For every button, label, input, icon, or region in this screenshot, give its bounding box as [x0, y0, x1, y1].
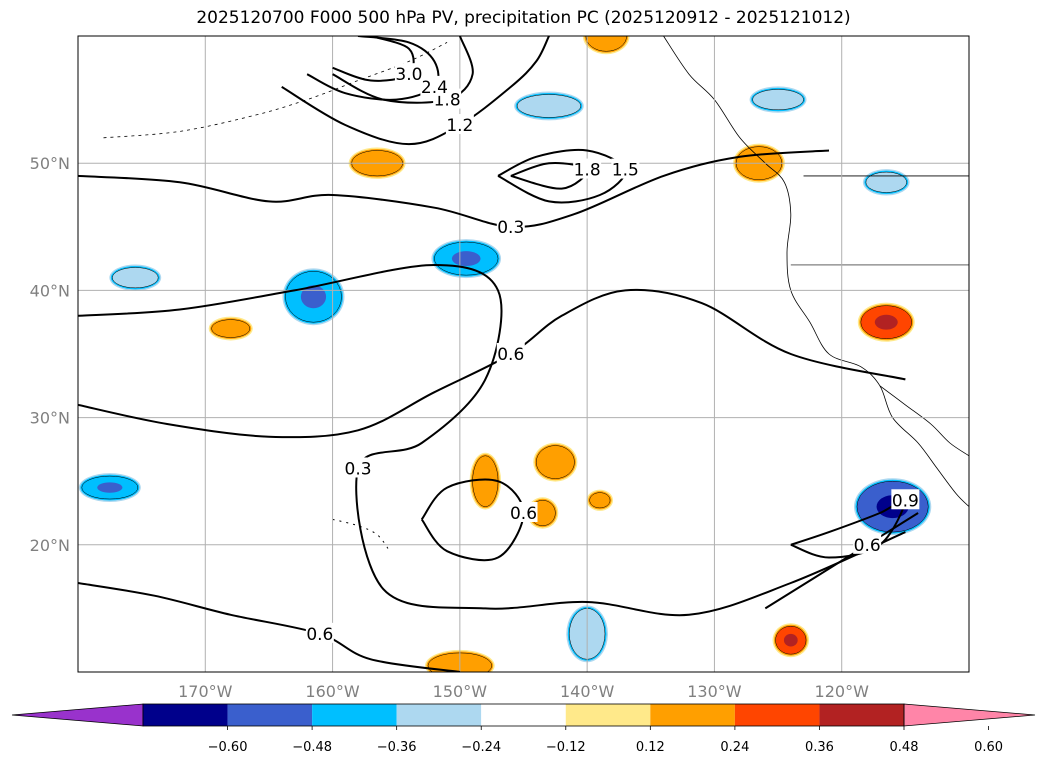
precip-blob: [585, 36, 627, 52]
colorbar-swatch: [396, 704, 482, 726]
colorbar-tick-label: −0.60: [208, 740, 248, 755]
precip-blob: [535, 445, 575, 479]
coastline-layer: [103, 36, 969, 552]
colorbar-swatch: [143, 704, 228, 726]
contour-label: 2.4: [421, 78, 448, 98]
lat-tick-label: 30°N: [30, 409, 70, 428]
precip-blob: [865, 171, 907, 193]
lat-tick-label: 40°N: [30, 281, 70, 300]
contour-label-bg: [853, 533, 882, 554]
contour-label: 0.3: [345, 459, 372, 479]
precip-blob-core: [300, 285, 327, 309]
pv-contour: [764, 512, 919, 610]
contour-label-bg: [611, 158, 640, 179]
lon-tick-label: 160°W: [305, 682, 360, 701]
coastline: [879, 385, 969, 457]
precip-blob: [211, 319, 251, 338]
colorbar-extend-min: [11, 703, 144, 727]
colorbar-swatch: [650, 704, 735, 726]
aleutian-islands: [103, 42, 448, 139]
map-frame: [77, 35, 970, 673]
pv-contour: [78, 263, 906, 617]
colorbar-tick-label: 0.48: [890, 740, 919, 755]
colorbar-extend-max: [903, 703, 1036, 727]
colorbar-swatch: [565, 704, 651, 726]
chart-title: 2025120700 F000 500 hPa PV, precipitatio…: [196, 8, 851, 28]
colorbar-swatch: [227, 704, 313, 726]
colorbar-tick-label: 0.12: [636, 740, 665, 755]
colorbar-frame: [142, 703, 905, 727]
precip-blob-core: [874, 314, 898, 330]
lon-tick-label: 120°W: [815, 682, 870, 701]
lat-tick-label: 50°N: [30, 154, 70, 173]
contour-label-bg: [891, 489, 920, 510]
colorbar-swatch: [481, 704, 566, 726]
lon-tick-label: 150°W: [433, 682, 488, 701]
precip-blob: [589, 492, 611, 509]
colorbar-tick-label: 0.60: [974, 740, 1003, 755]
coastline: [663, 36, 969, 507]
contour-label: 0.6: [854, 536, 881, 556]
contour-label: 0.6: [497, 345, 524, 365]
pv-contour: [78, 149, 830, 228]
contour-label-bg: [445, 114, 474, 135]
longitude-labels: 170°W 160°W 150°W 140°W 130°W 120°W: [178, 682, 869, 701]
contour-label-bg: [573, 158, 602, 179]
contour-label: 1.2: [446, 116, 473, 136]
contour-label-bg: [496, 343, 525, 363]
precipitation-layer: [78, 36, 932, 672]
precip-blob: [112, 267, 159, 289]
precip-blob-core: [451, 251, 481, 267]
precip-blob: [516, 94, 582, 118]
colorbar-tick-label: −0.36: [377, 740, 417, 755]
contour-label: 0.6: [510, 504, 537, 524]
lon-tick-label: 140°W: [560, 682, 615, 701]
contour-label: 3.0: [395, 65, 422, 85]
contour-label: 0.9: [892, 491, 919, 511]
contour-label-bg: [394, 63, 423, 84]
pv-contour: [78, 582, 461, 672]
precip-blob-core: [783, 633, 798, 647]
contour-label-bg: [305, 622, 334, 643]
contour-label: 1.5: [612, 161, 639, 181]
contour-label: 0.6: [306, 625, 333, 645]
lon-tick-label: 130°W: [687, 682, 742, 701]
colorbar-swatch: [734, 704, 820, 726]
colorbar-swatch: [312, 704, 397, 726]
lon-tick-label: 170°W: [178, 682, 233, 701]
precip-blob-core: [97, 482, 123, 493]
contour-label-bg: [509, 502, 538, 522]
colorbar-tick-label: −0.12: [546, 740, 586, 755]
latitude-labels: 50°N 40°N 30°N 20°N: [30, 154, 70, 555]
contour-label: 1.8: [574, 161, 601, 181]
colorbar-tick-label: −0.24: [461, 740, 501, 755]
precip-blob: [752, 89, 804, 111]
contour-label-bg: [496, 215, 525, 236]
colorbar-swatch: [819, 704, 904, 726]
lat-tick-label: 20°N: [30, 536, 70, 555]
gridlines: [78, 36, 969, 672]
contour-label: 0.3: [497, 218, 524, 238]
colorbar-tick-label: −0.48: [292, 740, 332, 755]
colorbar-tick-label: 0.24: [720, 740, 749, 755]
contour-label-bg: [420, 75, 449, 96]
colorbar-tick-label: 0.36: [805, 740, 834, 755]
contour-labels-layer: 0.30.30.60.60.60.60.91.51.81.21.82.43.0: [305, 63, 920, 645]
colorbar: −0.60 −0.48 −0.36 −0.24 −0.12 0.12 0.24 0.36 0.4…: [11, 703, 1036, 755]
contour-label-bg: [344, 457, 373, 478]
